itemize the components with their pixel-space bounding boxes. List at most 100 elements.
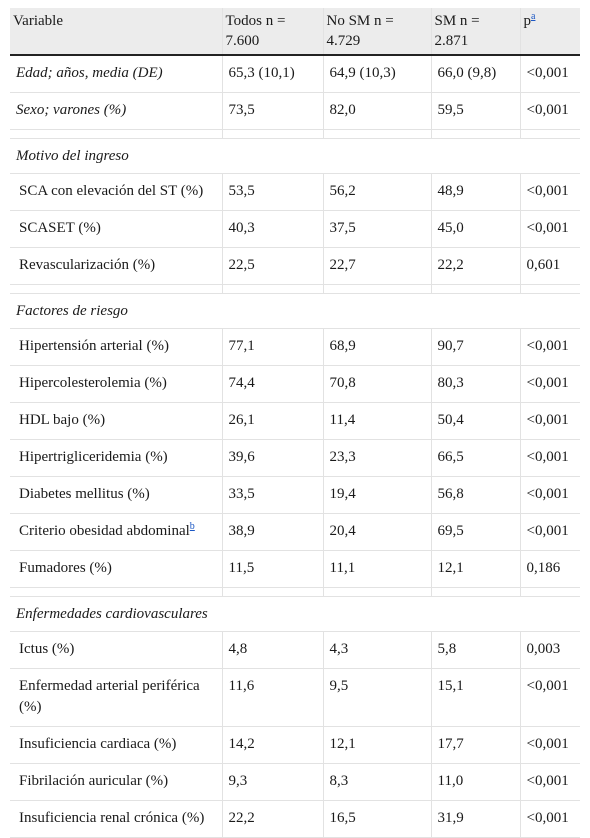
table-row: Fumadores (%) 11,5 11,1 12,1 0,186 — [10, 550, 580, 588]
row-label: Insuficiencia cardiaca (%) — [10, 726, 222, 764]
cell-p: <0,001 — [519, 800, 580, 838]
row-label: SCA con elevación del ST (%) — [10, 173, 222, 211]
cell-todos: 9,3 — [221, 763, 323, 801]
cell-no-sm: 12,1 — [322, 726, 431, 764]
footnote-a-link[interactable]: a — [531, 11, 536, 22]
table-row: Revascularización (%) 22,5 22,7 22,2 0,6… — [10, 247, 580, 285]
cell-p: <0,001 — [519, 513, 580, 551]
cell-p: <0,001 — [519, 763, 580, 801]
cell-sm: 12,1 — [430, 550, 520, 588]
row-label: Insuficiencia renal crónica (%) — [10, 800, 222, 838]
cell-sm: 48,9 — [430, 173, 520, 211]
row-label: Enfermedad arterial periférica (%) — [10, 668, 222, 727]
cell-sm: 80,3 — [430, 365, 520, 403]
section-label: Motivo del ingreso — [10, 138, 580, 174]
cell-no-sm: 37,5 — [322, 210, 431, 248]
row-label: Revascularización (%) — [10, 247, 222, 285]
cell-todos: 11,6 — [221, 668, 323, 727]
cell-p: 0,003 — [519, 631, 580, 669]
header-no-sm: No SM n = 4.729 — [322, 8, 431, 56]
row-label: Hipercolesterolemia (%) — [10, 365, 222, 403]
table-row: Diabetes mellitus (%) 33,5 19,4 56,8 <0,… — [10, 476, 580, 514]
row-label: HDL bajo (%) — [10, 402, 222, 440]
cell-todos: 33,5 — [221, 476, 323, 514]
cell-no-sm: 16,5 — [322, 800, 431, 838]
cell-no-sm: 56,2 — [322, 173, 431, 211]
table-row: Hipercolesterolemia (%) 74,4 70,8 80,3 <… — [10, 365, 580, 403]
row-label: Hipertensión arterial (%) — [10, 328, 222, 366]
row-label: Fumadores (%) — [10, 550, 222, 588]
footnote-b-link[interactable]: b — [189, 521, 195, 532]
row-label: Ictus (%) — [10, 631, 222, 669]
cell-sm: 15,1 — [430, 668, 520, 727]
cell-p: <0,001 — [519, 210, 580, 248]
row-label: Edad; años, media (DE) — [10, 55, 222, 93]
cell-todos: 22,5 — [221, 247, 323, 285]
cell-sm: 5,8 — [430, 631, 520, 669]
cell-no-sm: 11,4 — [322, 402, 431, 440]
cell-p: <0,001 — [519, 668, 580, 727]
cell-p: <0,001 — [519, 328, 580, 366]
row-label-text: Criterio obesidad abdominal — [19, 523, 190, 539]
cell-sm: 11,0 — [430, 763, 520, 801]
cell-todos: 65,3 (10,1) — [221, 55, 323, 93]
cell-todos: 26,1 — [221, 402, 323, 440]
header-todos: Todos n = 7.600 — [221, 8, 323, 56]
cell-p: <0,001 — [519, 726, 580, 764]
header-p: pa — [519, 8, 580, 56]
section-row: Factores de riesgo — [10, 293, 580, 329]
table-row: Insuficiencia renal crónica (%) 22,2 16,… — [10, 800, 580, 838]
cell-todos: 53,5 — [221, 173, 323, 211]
cell-sm: 50,4 — [430, 402, 520, 440]
section-row: Motivo del ingreso — [10, 138, 580, 174]
cell-no-sm: 22,7 — [322, 247, 431, 285]
row-label: Sexo; varones (%) — [10, 92, 222, 130]
table-row: Insuficiencia cardiaca (%) 14,2 12,1 17,… — [10, 726, 580, 764]
cell-no-sm: 82,0 — [322, 92, 431, 130]
cell-sm: 66,0 (9,8) — [430, 55, 520, 93]
table-row: Criterio obesidad abdominalb 38,9 20,4 6… — [10, 513, 580, 551]
cell-todos: 77,1 — [221, 328, 323, 366]
section-row: Enfermedades cardiovasculares — [10, 596, 580, 632]
cell-no-sm: 8,3 — [322, 763, 431, 801]
section-label: Enfermedades cardiovasculares — [10, 596, 580, 632]
baseline-characteristics-table-container: Variable Todos n = 7.600 No SM n = 4.729… — [10, 8, 580, 838]
cell-no-sm: 70,8 — [322, 365, 431, 403]
cell-no-sm: 11,1 — [322, 550, 431, 588]
cell-todos: 74,4 — [221, 365, 323, 403]
header-variable: Variable — [10, 8, 222, 56]
cell-p: <0,001 — [519, 55, 580, 93]
cell-sm: 69,5 — [430, 513, 520, 551]
cell-sm: 59,5 — [430, 92, 520, 130]
table-row: Hipertrigliceridemia (%) 39,6 23,3 66,5 … — [10, 439, 580, 477]
cell-todos: 73,5 — [221, 92, 323, 130]
spacer-row — [10, 284, 580, 294]
table-row: SCA con elevación del ST (%) 53,5 56,2 4… — [10, 173, 580, 211]
header-row: Variable Todos n = 7.600 No SM n = 4.729… — [10, 8, 580, 56]
cell-no-sm: 23,3 — [322, 439, 431, 477]
row-label: Fibrilación auricular (%) — [10, 763, 222, 801]
cell-sm: 90,7 — [430, 328, 520, 366]
spacer-row — [10, 129, 580, 139]
cell-p: <0,001 — [519, 402, 580, 440]
cell-no-sm: 4,3 — [322, 631, 431, 669]
cell-p: <0,001 — [519, 92, 580, 130]
table-row: Ictus (%) 4,8 4,3 5,8 0,003 — [10, 631, 580, 669]
table-row: Fibrilación auricular (%) 9,3 8,3 11,0 <… — [10, 763, 580, 801]
table-row: Sexo; varones (%) 73,5 82,0 59,5 <0,001 — [10, 92, 580, 130]
cell-p: <0,001 — [519, 439, 580, 477]
cell-todos: 11,5 — [221, 550, 323, 588]
header-p-label: p — [523, 13, 532, 29]
cell-p: <0,001 — [519, 476, 580, 514]
cell-todos: 14,2 — [221, 726, 323, 764]
cell-sm: 31,9 — [430, 800, 520, 838]
cell-sm: 17,7 — [430, 726, 520, 764]
cell-no-sm: 19,4 — [322, 476, 431, 514]
row-label: Criterio obesidad abdominalb — [10, 513, 222, 551]
spacer-row — [10, 587, 580, 597]
cell-todos: 38,9 — [221, 513, 323, 551]
table-row: Hipertensión arterial (%) 77,1 68,9 90,7… — [10, 328, 580, 366]
table-row: Enfermedad arterial periférica (%) 11,6 … — [10, 668, 580, 727]
cell-p: 0,186 — [519, 550, 580, 588]
cell-p: <0,001 — [519, 173, 580, 211]
